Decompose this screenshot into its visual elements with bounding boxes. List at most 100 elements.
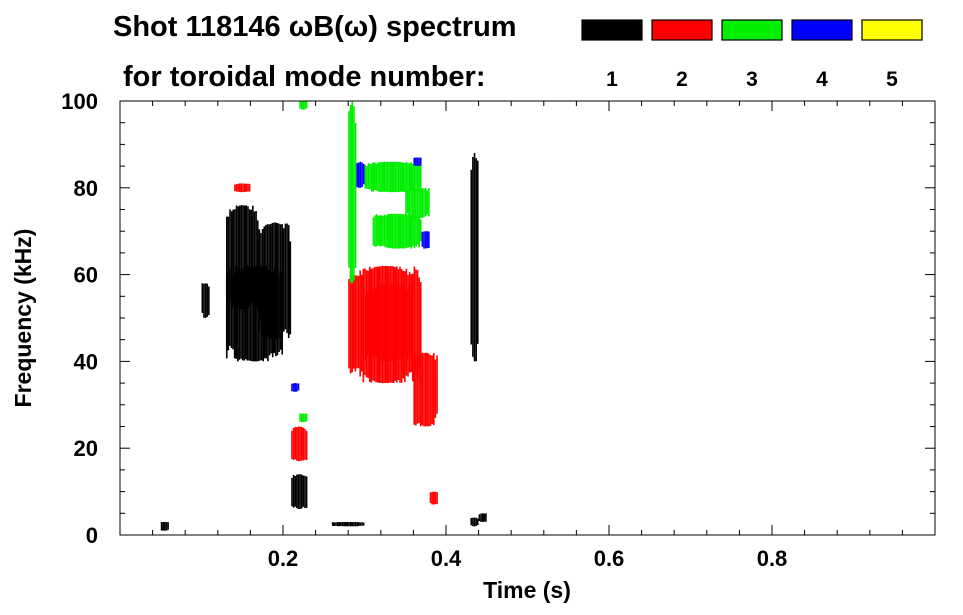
- spectral-streak: [424, 187, 427, 217]
- spectral-streak: [359, 522, 362, 526]
- mode-3-region: [299, 413, 308, 423]
- spectral-streak: [227, 272, 230, 351]
- spectral-streak: [400, 286, 403, 360]
- axis-ticks: [120, 100, 935, 536]
- spectrum-data: [160, 101, 487, 531]
- spectral-streak: [259, 265, 261, 361]
- spectral-streak: [232, 209, 235, 306]
- mode-2-region: [364, 283, 414, 362]
- spectral-streak: [399, 285, 401, 360]
- spectral-streak: [397, 284, 400, 359]
- spectral-streak: [296, 427, 298, 461]
- spectral-streak: [423, 231, 425, 249]
- spectral-streak: [336, 522, 339, 527]
- spectral-streak: [235, 266, 238, 359]
- spectral-streak: [418, 157, 420, 166]
- axis-tick-labels: 0 20 40 60 80 100 0.2 0.4 0.6 0.8: [61, 89, 787, 571]
- spectral-streak: [364, 164, 367, 189]
- spectral-streak: [416, 217, 419, 245]
- spectral-streak: [391, 213, 394, 249]
- spectral-streak: [419, 188, 422, 218]
- spectral-streak: [357, 162, 360, 188]
- spectral-streak: [393, 161, 395, 193]
- spectral-streak: [372, 162, 375, 192]
- spectral-streak: [432, 491, 435, 505]
- spectral-streak: [389, 283, 392, 362]
- spectral-streak: [348, 110, 350, 268]
- spectral-streak: [416, 355, 419, 424]
- spectral-streak: [230, 276, 233, 349]
- spectral-streak: [405, 288, 408, 356]
- spectral-streak: [348, 521, 350, 527]
- mode-4-region: [413, 157, 422, 167]
- spectral-streak: [372, 288, 374, 358]
- spectral-streak: [432, 352, 435, 426]
- spectral-streak: [362, 268, 365, 383]
- spectral-streak: [164, 521, 166, 531]
- spectral-streak: [267, 269, 269, 362]
- spectral-streak: [383, 283, 386, 362]
- spectral-streak: [297, 383, 300, 391]
- spectral-streak: [413, 157, 416, 166]
- spectral-streak: [243, 205, 246, 310]
- spectral-streak: [297, 474, 300, 509]
- mode-2-region: [429, 491, 438, 505]
- spectral-streak: [412, 163, 414, 192]
- spectral-streak: [235, 184, 238, 192]
- spectral-streak: [402, 162, 405, 192]
- spectral-streak: [167, 522, 169, 530]
- spectral-streak: [233, 272, 236, 359]
- spectral-streak: [333, 522, 336, 527]
- y-tick-label: 60: [74, 263, 98, 288]
- spectral-streak: [473, 517, 476, 527]
- series-mode-2: [234, 183, 438, 505]
- spectral-streak: [299, 101, 301, 109]
- spectral-streak: [412, 214, 414, 247]
- legend-swatch-mode-5: [861, 19, 923, 41]
- spectral-streak: [232, 275, 234, 350]
- spectral-streak: [393, 213, 395, 249]
- spectral-streak: [248, 209, 251, 307]
- spectral-streak: [160, 522, 163, 531]
- spectral-streak: [431, 491, 433, 505]
- spectral-streak: [270, 272, 272, 354]
- spectral-streak: [287, 224, 290, 339]
- spectral-streak: [257, 266, 260, 362]
- spectral-streak: [349, 272, 352, 374]
- mode-2-region: [234, 183, 251, 193]
- spectral-streak: [426, 231, 429, 249]
- spectral-streak: [356, 275, 358, 369]
- spectral-streak: [296, 474, 298, 509]
- spectral-streak: [248, 265, 250, 361]
- spectral-streak: [405, 161, 408, 192]
- spectral-streak: [380, 161, 382, 193]
- spectral-streak: [208, 286, 210, 316]
- mode-2-region: [291, 426, 308, 462]
- spectral-streak: [476, 160, 479, 344]
- legend-label-mode-2: 2: [676, 68, 688, 91]
- spectral-streak: [388, 213, 391, 249]
- mode-1-region: [291, 474, 308, 509]
- spectral-streak: [237, 266, 239, 362]
- spectral-streak: [416, 163, 419, 192]
- spectral-streak: [294, 426, 297, 460]
- spectral-streak: [271, 271, 274, 358]
- spectral-streak: [436, 492, 438, 505]
- spectral-streak: [247, 206, 249, 309]
- spectral-streak: [356, 522, 358, 527]
- spectral-streak: [250, 209, 253, 303]
- spectral-streak: [331, 522, 334, 526]
- spectral-streak: [302, 101, 305, 110]
- spectral-streak: [473, 153, 476, 362]
- y-tick-label: 80: [74, 176, 98, 201]
- spectral-streak: [366, 166, 368, 189]
- spectral-streak: [419, 219, 422, 242]
- spectral-streak: [294, 475, 297, 507]
- mode-4-region: [421, 231, 430, 249]
- spectral-streak: [256, 220, 259, 309]
- spectral-streak: [244, 266, 247, 360]
- spectral-streak: [470, 169, 473, 345]
- spectral-streak: [256, 265, 258, 362]
- spectral-streak: [370, 290, 373, 357]
- spectral-streak: [428, 231, 430, 248]
